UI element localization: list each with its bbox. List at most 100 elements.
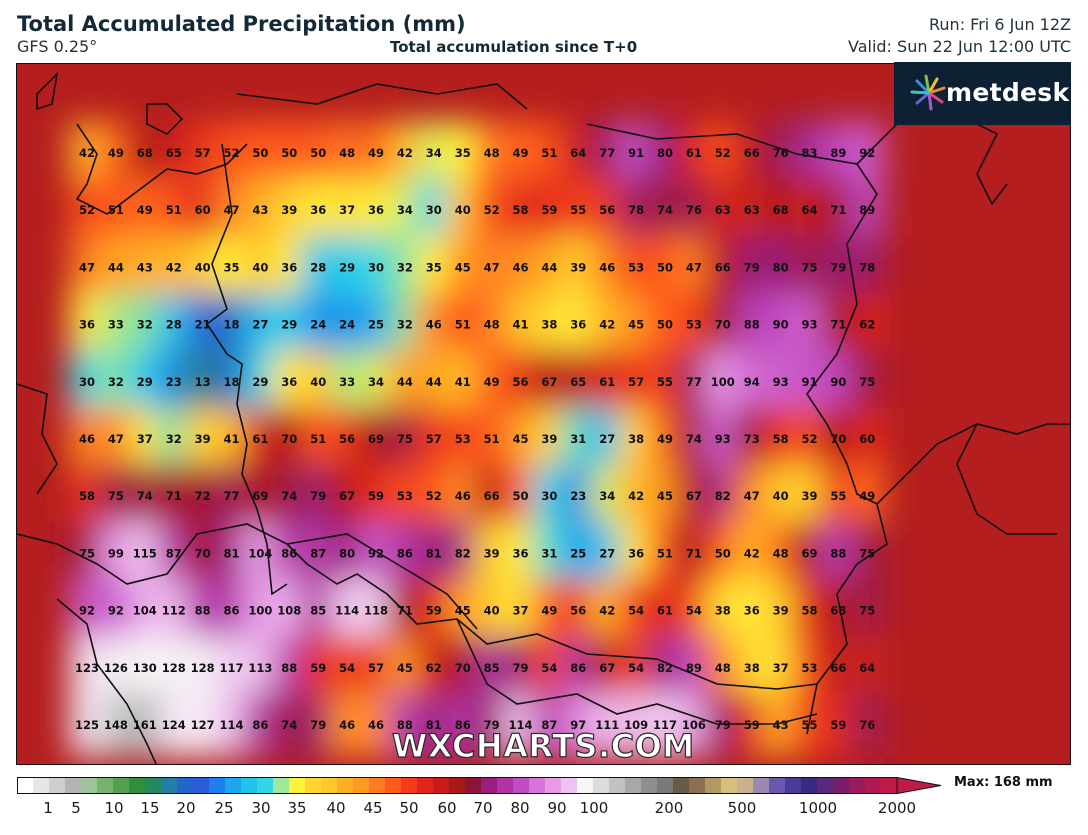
grid-value: 30: [541, 489, 557, 503]
grid-value: 108: [277, 604, 301, 618]
grid-value: 115: [133, 546, 157, 560]
grid-value: 35: [223, 260, 239, 274]
colorbar-cell: [641, 777, 658, 794]
grid-value: 93: [801, 318, 817, 332]
grid-value: 69: [368, 432, 384, 446]
grid-value: 24: [310, 318, 326, 332]
grid-value: 65: [570, 375, 586, 389]
grid-value: 57: [368, 661, 384, 675]
grid-value: 59: [426, 604, 442, 618]
field-cell: [849, 464, 885, 528]
grid-value: 51: [455, 318, 471, 332]
grid-value: 78: [859, 260, 875, 274]
colorbar-cell: [33, 777, 50, 794]
field-cell: [849, 235, 885, 299]
grid-value: 47: [744, 489, 760, 503]
grid-value: 79: [484, 718, 500, 732]
colorbar-cell: [529, 777, 546, 794]
grid-value: 46: [339, 718, 355, 732]
country-borders: [17, 71, 1070, 764]
grid-value: 33: [339, 375, 355, 389]
colorbar-tick-label: 15: [140, 799, 160, 817]
grid-value: 59: [541, 203, 557, 217]
grid-value: 83: [801, 146, 817, 160]
grid-value: 29: [137, 375, 153, 389]
logo-text: metdesk: [946, 78, 1070, 107]
grid-value: 25: [368, 318, 384, 332]
precipitation-map[interactable]: 42 49 68 65 57 52 50 50 50 48 49 42 34 35 48 49 51 64 77 91…: [16, 63, 1071, 765]
colorbar-cell: [385, 777, 402, 794]
grid-value: 50: [512, 489, 528, 503]
grid-value: 36: [512, 546, 528, 560]
colorbar-tick-label: 100: [579, 799, 609, 817]
grid-value: 112: [162, 604, 186, 618]
grid-value: 47: [484, 260, 500, 274]
field-cell: [849, 579, 885, 643]
max-value-label: Max: 168 mm: [954, 775, 1053, 790]
colorbar-cell: [577, 777, 594, 794]
grid-value: 79: [744, 260, 760, 274]
grid-value: 32: [108, 375, 124, 389]
grid-value: 39: [541, 432, 557, 446]
grid-value: 77: [686, 375, 702, 389]
grid-value: 79: [310, 489, 326, 503]
grid-value: 74: [281, 718, 297, 732]
grid-value: 111: [595, 718, 619, 732]
grid-value: 60: [859, 432, 875, 446]
colorbar-cell: [193, 777, 210, 794]
grid-value: 50: [657, 260, 673, 274]
grid-value: 59: [744, 718, 760, 732]
grid-value: 47: [79, 260, 95, 274]
logo-burst-icon: [910, 74, 946, 111]
grid-value: 36: [570, 318, 586, 332]
grid-value: 47: [686, 260, 702, 274]
grid-value: 36: [79, 318, 95, 332]
grid-value: 21: [195, 318, 211, 332]
grid-value: 79: [310, 718, 326, 732]
grid-value: 18: [223, 318, 239, 332]
grid-value: 126: [104, 661, 128, 675]
colorbar-cell: [417, 777, 434, 794]
grid-value: 71: [166, 489, 182, 503]
grid-value: 47: [108, 432, 124, 446]
grid-value: 99: [108, 546, 124, 560]
grid-value: 59: [368, 489, 384, 503]
colorbar-cell: [769, 777, 786, 794]
grid-value: 43: [773, 718, 789, 732]
grid-value: 39: [801, 489, 817, 503]
grid-value: 92: [859, 146, 875, 160]
grid-value: 42: [599, 318, 615, 332]
grid-value: 114: [219, 718, 243, 732]
grid-value: 50: [715, 546, 731, 560]
grid-value: 28: [310, 260, 326, 274]
grid-value: 125: [75, 718, 99, 732]
grid-value: 65: [166, 146, 182, 160]
grid-value: 58: [79, 489, 95, 503]
grid-value: 48: [484, 146, 500, 160]
grid-value: 49: [541, 604, 557, 618]
grid-value: 13: [195, 375, 211, 389]
grid-value: 37: [339, 203, 355, 217]
grid-value: 42: [166, 260, 182, 274]
colorbar-cell: [49, 777, 66, 794]
grid-value: 54: [686, 604, 702, 618]
grid-value: 31: [541, 546, 557, 560]
grid-value: 29: [252, 375, 268, 389]
grid-value: 46: [455, 489, 471, 503]
colorbar-cell: [881, 777, 898, 794]
colorbar-cell: [97, 777, 114, 794]
grid-value: 43: [252, 203, 268, 217]
colorbar-cell: [81, 777, 98, 794]
grid-value: 51: [166, 203, 182, 217]
grid-value: 36: [310, 203, 326, 217]
grid-value: 32: [137, 318, 153, 332]
grid-value: 46: [512, 260, 528, 274]
grid-value: 56: [512, 375, 528, 389]
grid-value: 70: [195, 546, 211, 560]
colorbar-cell: [113, 777, 130, 794]
grid-value: 85: [484, 661, 500, 675]
grid-value: 49: [108, 146, 124, 160]
colorbar-cell: [241, 777, 258, 794]
grid-value: 40: [252, 260, 268, 274]
grid-value: 81: [426, 718, 442, 732]
